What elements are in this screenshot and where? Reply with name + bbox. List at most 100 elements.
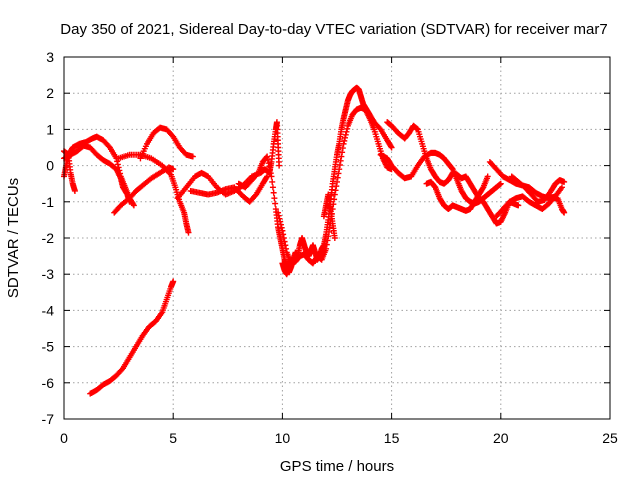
data-point (324, 237, 331, 244)
data-point (276, 162, 283, 169)
data-point (561, 209, 568, 216)
data-point (269, 184, 276, 191)
data-point (331, 235, 338, 241)
data-point (130, 201, 137, 208)
data-point (325, 228, 332, 235)
y-tick-label: -3 (42, 266, 55, 282)
data-point (254, 171, 261, 178)
data-point (387, 143, 394, 150)
y-tick-label: -5 (42, 339, 55, 355)
data-series-arc-10 (235, 84, 395, 276)
data-point (334, 174, 341, 181)
data-point (130, 202, 137, 209)
data-point (479, 185, 486, 192)
x-tick-label: 5 (169, 430, 177, 446)
x-tick-label: 25 (602, 430, 618, 446)
data-point (279, 227, 286, 234)
data-point (268, 173, 275, 180)
data-point (263, 174, 270, 181)
data-point (266, 163, 273, 170)
x-tick-label: 10 (275, 430, 291, 446)
data-series-arc-12 (279, 256, 295, 278)
data-point (331, 191, 338, 198)
data-point (515, 202, 522, 209)
data-point (484, 173, 491, 180)
data-point (105, 143, 112, 150)
data-point (325, 233, 332, 240)
data-point (332, 187, 339, 194)
data-point (338, 153, 345, 160)
data-point (280, 235, 287, 241)
data-point (342, 131, 349, 138)
data-point (252, 192, 259, 199)
data-point (331, 196, 338, 203)
data-point (376, 125, 383, 132)
data-point (333, 183, 340, 190)
data-point (71, 187, 78, 194)
data-point (170, 166, 177, 173)
y-tick-label: 0 (46, 158, 54, 174)
data-point (276, 215, 283, 222)
data-series-arc-18 (493, 193, 568, 220)
y-tick-label: -4 (42, 302, 55, 318)
data-point (339, 145, 346, 152)
data-point (265, 160, 272, 167)
data-point (341, 137, 348, 144)
data-point (271, 195, 278, 202)
data-point (343, 128, 350, 135)
data-point (118, 366, 125, 373)
data-series-arc-15 (384, 119, 522, 227)
data-point (275, 209, 282, 216)
y-tick-label: 3 (46, 49, 54, 65)
data-series-arc-7 (87, 278, 177, 397)
data-point (170, 278, 177, 285)
data-point (267, 170, 274, 177)
data-point (114, 158, 121, 165)
y-tick-label: -6 (42, 375, 55, 391)
data-point (497, 180, 504, 187)
data-point (272, 200, 279, 207)
data-series-arc-13 (320, 191, 338, 241)
y-tick-label: -7 (42, 411, 55, 427)
data-point (337, 157, 344, 164)
data-point (270, 189, 277, 196)
data-point (388, 144, 395, 151)
grid-layer (64, 57, 610, 419)
data-point (561, 178, 568, 185)
data-point (336, 166, 343, 173)
data-point (277, 221, 284, 228)
data-point (264, 153, 271, 160)
data-point (334, 178, 340, 185)
data-point (275, 212, 282, 219)
data-point (335, 170, 342, 177)
data-point (269, 178, 276, 185)
data-point (264, 156, 271, 163)
data-point (323, 245, 330, 252)
data-point (558, 184, 565, 191)
data-point (169, 132, 176, 139)
tick-layer: 0 5 10 15 20 25 -7 -6 -5 -4 -3 -2 -1 0 1 2 3 (42, 49, 618, 446)
data-point (278, 224, 285, 231)
data-point (344, 125, 351, 132)
data-series-arc-17 (486, 158, 565, 202)
data-point (185, 229, 192, 236)
data-series-arc-3 (61, 148, 78, 194)
data-point (336, 161, 343, 168)
plot-frame (63, 56, 611, 420)
y-axis-label: SDTVAR / TECUs (5, 178, 22, 298)
data-series-arc-16 (423, 173, 491, 214)
data-series-layer (61, 84, 568, 397)
data-series-arc-4 (111, 164, 177, 216)
data-point (323, 241, 330, 248)
x-axis-label: GPS time / hours (280, 458, 394, 475)
data-point (339, 149, 346, 156)
data-point (267, 166, 274, 173)
data-point (282, 242, 289, 249)
chart-title: Day 350 of 2021, Sidereal Day-to-day VTE… (60, 21, 607, 38)
x-tick-label: 0 (60, 430, 68, 446)
data-series-arc-6 (137, 124, 196, 162)
data-point (281, 238, 288, 245)
x-tick-label: 20 (493, 430, 509, 446)
